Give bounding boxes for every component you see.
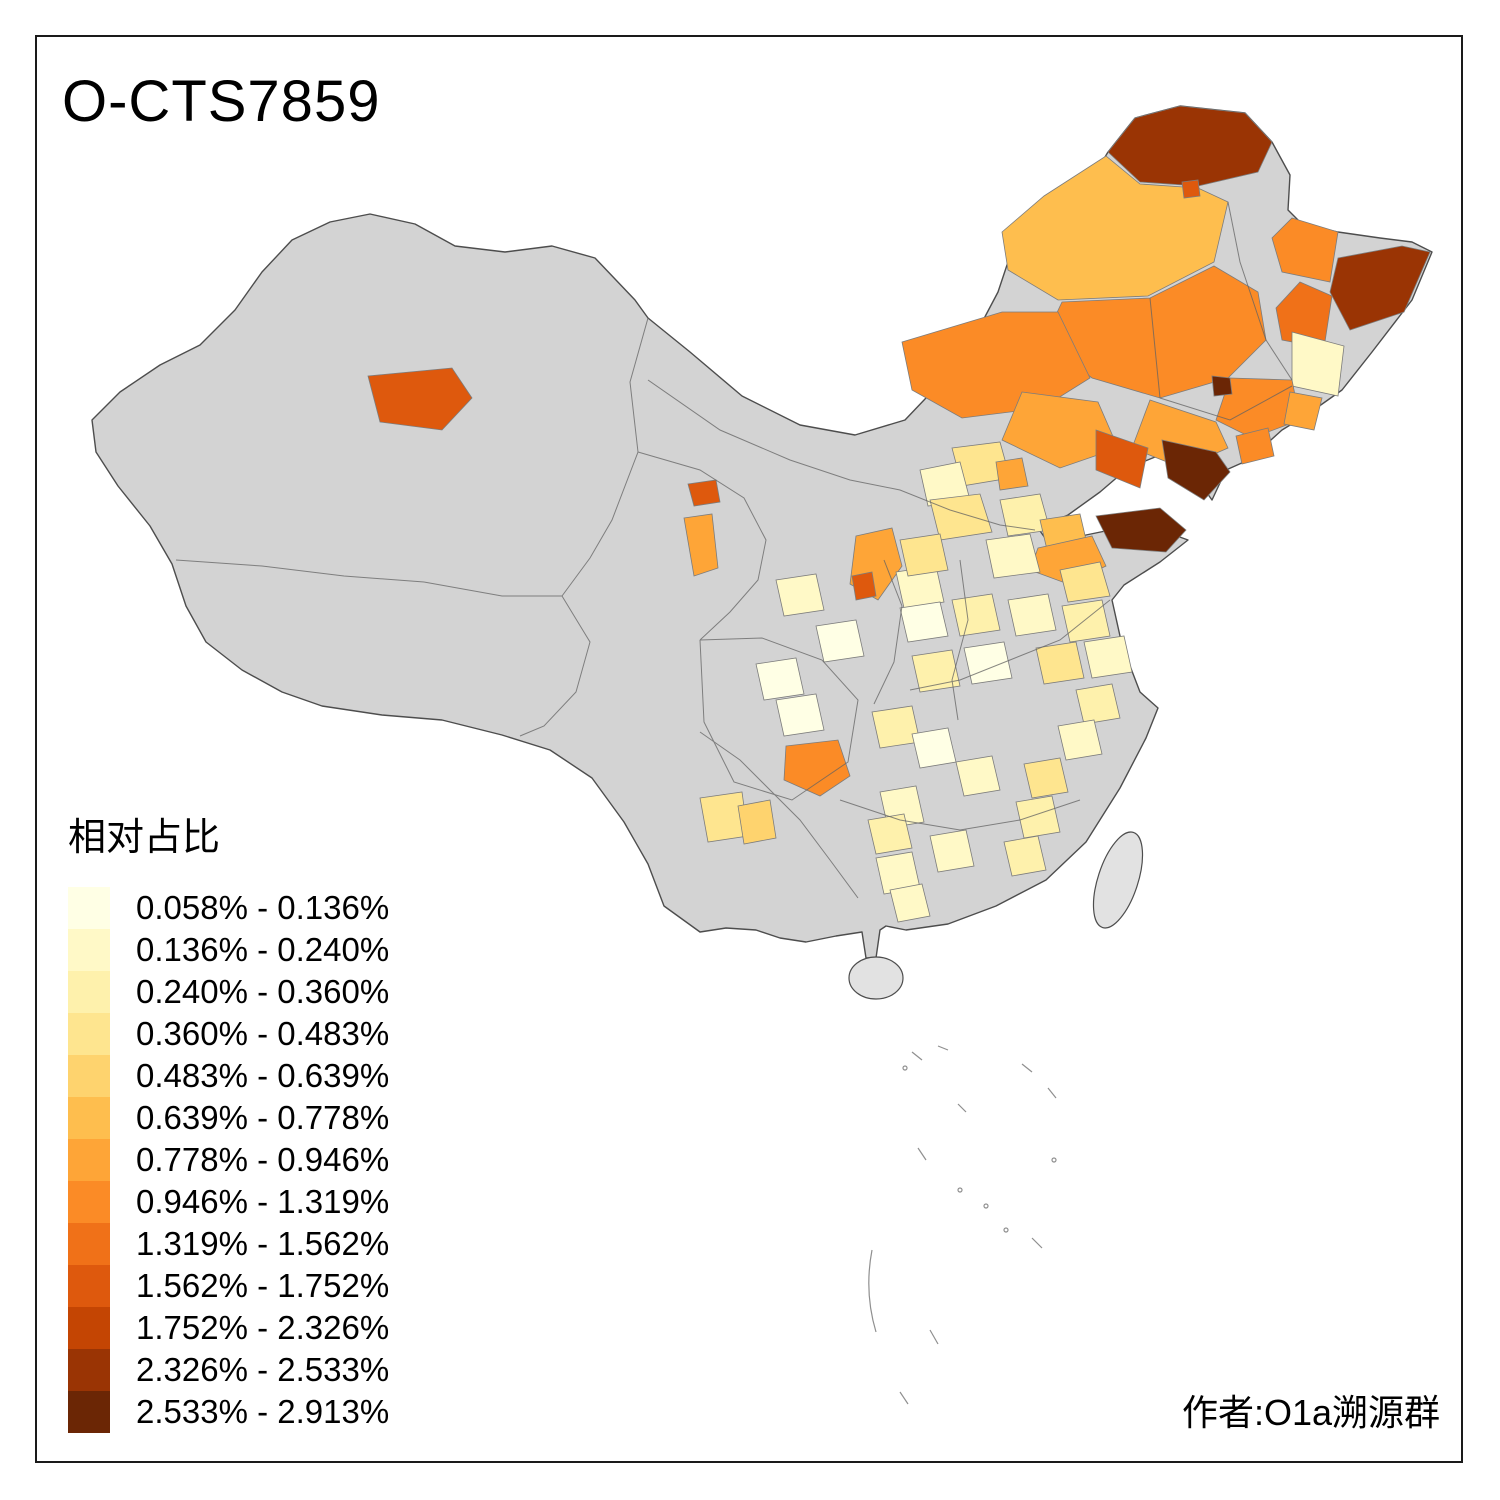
legend-item: 0.136% - 0.240% (68, 929, 389, 971)
province-borders (175, 201, 1293, 899)
map-region (1271, 217, 1339, 283)
legend-swatch (68, 1391, 110, 1433)
map-region (851, 571, 877, 601)
legend-swatch (68, 1097, 110, 1139)
legend-swatch (68, 1349, 110, 1391)
taiwan-island (1092, 831, 1144, 929)
legend-item: 1.319% - 1.562% (68, 1223, 389, 1265)
legend-label: 0.778% - 0.946% (136, 1141, 390, 1178)
map-region (783, 739, 851, 797)
legend-item: 2.533% - 2.913% (68, 1391, 389, 1433)
legend-label: 1.752% - 2.326% (136, 1309, 390, 1346)
map-region (1161, 439, 1231, 501)
map-region (1059, 561, 1111, 603)
map-region (911, 649, 961, 693)
map-region (1291, 331, 1345, 397)
plot-frame (35, 35, 1463, 1463)
map-region (1083, 635, 1133, 679)
legend-item: 0.639% - 0.778% (68, 1097, 389, 1139)
legend-item: 0.360% - 0.483% (68, 1013, 389, 1055)
map-region (955, 755, 1001, 797)
map-region (901, 311, 1091, 419)
map-region (683, 513, 719, 577)
map-region (1107, 105, 1273, 187)
map-region (1015, 795, 1061, 839)
map-region (1095, 429, 1149, 489)
map-region (929, 829, 975, 873)
map-region (815, 619, 865, 663)
map-region (1035, 641, 1085, 685)
map-region (1283, 391, 1323, 431)
map-region (1329, 245, 1431, 331)
map-region (737, 799, 777, 845)
map-region (995, 457, 1029, 491)
legend: 相对占比 0.058% - 0.136% 0.136% - 0.240% 0.240… (68, 806, 389, 1433)
author-credit: 作者:O1a溯源群 (1181, 1392, 1440, 1433)
map-region (929, 493, 993, 541)
map-region (963, 641, 1013, 685)
legend-rows: 0.058% - 0.136% 0.136% - 0.240% 0.240% - 0… (68, 887, 389, 1433)
legend-item: 0.058% - 0.136% (68, 887, 389, 929)
legend-label: 0.483% - 0.639% (136, 1057, 390, 1094)
map-region (985, 533, 1041, 579)
map-title: O-CTS7859 (62, 69, 381, 134)
legend-label: 1.562% - 1.752% (136, 1267, 390, 1304)
map-region (755, 657, 805, 701)
map-region (899, 533, 949, 577)
map-region (867, 813, 913, 855)
legend-label: 2.533% - 2.913% (136, 1393, 390, 1430)
map-region (1235, 427, 1275, 465)
legend-swatch (68, 929, 110, 971)
legend-swatch (68, 1055, 110, 1097)
map-region (871, 705, 921, 749)
map-region (889, 883, 931, 923)
map-region (1003, 835, 1047, 877)
legend-label: 0.058% - 0.136% (136, 889, 390, 926)
legend-item: 0.240% - 0.360% (68, 971, 389, 1013)
legend-swatch (68, 1307, 110, 1349)
map-region (899, 601, 949, 643)
legend-label: 0.136% - 0.240% (136, 931, 390, 968)
map-region (687, 479, 721, 507)
legend-swatch (68, 1181, 110, 1223)
map-region (775, 573, 825, 617)
legend-swatch (68, 1139, 110, 1181)
legend-item: 0.778% - 0.946% (68, 1139, 389, 1181)
legend-item: 1.562% - 1.752% (68, 1265, 389, 1307)
map-region (911, 727, 957, 769)
legend-item: 1.752% - 2.326% (68, 1307, 389, 1349)
legend-label: 0.639% - 0.778% (136, 1099, 390, 1136)
legend-label: 0.946% - 1.319% (136, 1183, 390, 1220)
hainan-island (848, 956, 904, 1000)
legend-label: 1.319% - 1.562% (136, 1225, 390, 1262)
legend-swatch (68, 887, 110, 929)
map-region (367, 367, 473, 431)
map-region (1181, 179, 1201, 199)
map-region (1001, 391, 1119, 469)
map-region (951, 593, 1001, 637)
map-region (1075, 683, 1121, 725)
legend-swatch (68, 1013, 110, 1055)
legend-swatch (68, 1265, 110, 1307)
map-region (1057, 719, 1103, 761)
legend-item: 2.326% - 2.533% (68, 1349, 389, 1391)
legend-title: 相对占比 (68, 817, 221, 859)
map-region (1211, 375, 1233, 397)
legend-item: 0.946% - 1.319% (68, 1181, 389, 1223)
map-region (1023, 757, 1069, 799)
legend-label: 0.240% - 0.360% (136, 973, 390, 1010)
south-china-sea-marks (868, 1045, 1057, 1405)
map-region (775, 693, 825, 737)
map-region (1061, 599, 1111, 643)
map-region (1095, 507, 1187, 553)
map-regions-group (367, 105, 1431, 923)
legend-label: 2.326% - 2.533% (136, 1351, 390, 1388)
map-region (1007, 593, 1057, 637)
legend-swatch (68, 971, 110, 1013)
legend-swatch (68, 1223, 110, 1265)
legend-label: 0.360% - 0.483% (136, 1015, 390, 1052)
legend-item: 0.483% - 0.639% (68, 1055, 389, 1097)
